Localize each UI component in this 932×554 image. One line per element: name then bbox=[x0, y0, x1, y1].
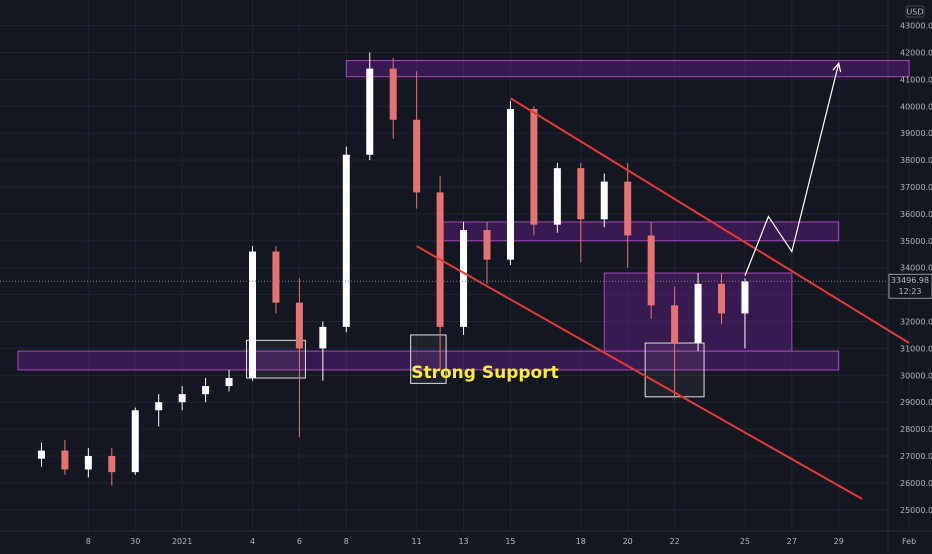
channel-upper-line bbox=[509, 97, 910, 344]
x-tick-label: 27 bbox=[787, 537, 797, 546]
y-tick-label: 40000.00 bbox=[900, 102, 932, 111]
y-tick-label: 28000.00 bbox=[900, 425, 932, 434]
y-tick-label: 42000.00 bbox=[900, 49, 932, 58]
x-tick-label: 15 bbox=[505, 537, 515, 546]
candle-body bbox=[553, 168, 561, 225]
candle-body bbox=[131, 410, 139, 473]
y-tick-label: 30000.00 bbox=[900, 371, 932, 380]
candle-body bbox=[225, 377, 233, 387]
y-tick-label: 31000.00 bbox=[900, 344, 932, 353]
strong-support-annotation: Strong Support bbox=[411, 363, 559, 383]
x-tick-label: 30 bbox=[130, 537, 140, 546]
x-tick-label: 25 bbox=[740, 537, 750, 546]
countdown-label: 12:23 bbox=[898, 287, 921, 296]
candle-body bbox=[389, 68, 397, 120]
y-tick-label: 37000.00 bbox=[900, 183, 932, 192]
x-tick-label: 8 bbox=[86, 537, 91, 546]
candle-body bbox=[155, 402, 163, 411]
candle-body bbox=[530, 108, 538, 225]
candle-body bbox=[600, 181, 608, 220]
candle-body bbox=[272, 251, 280, 303]
y-tick-label: 41000.00 bbox=[900, 75, 932, 84]
currency-box bbox=[905, 5, 925, 18]
candle-body bbox=[178, 394, 186, 403]
y-tick-label: 32000.00 bbox=[900, 318, 932, 327]
x-tick-label: 6 bbox=[297, 537, 302, 546]
candle-body bbox=[671, 305, 679, 344]
zone-rect bbox=[17, 350, 840, 371]
x-tick-label: 22 bbox=[670, 537, 680, 546]
candle-body bbox=[366, 68, 374, 155]
candle-body bbox=[37, 450, 45, 459]
candle-body bbox=[460, 230, 468, 327]
candle-body bbox=[718, 283, 725, 314]
candle-body bbox=[483, 230, 491, 260]
candle-body bbox=[319, 326, 327, 349]
y-tick-label: 29000.00 bbox=[900, 398, 932, 407]
candle-body bbox=[249, 251, 256, 378]
candle-body bbox=[61, 450, 69, 470]
y-tick-label: 39000.00 bbox=[900, 129, 932, 138]
candle-body bbox=[84, 456, 92, 470]
candle-body bbox=[202, 386, 210, 395]
y-tick-label: 43000.00 bbox=[900, 22, 932, 31]
candle-body bbox=[694, 283, 702, 344]
y-tick-label: 36000.00 bbox=[900, 210, 932, 219]
x-tick-label: 4 bbox=[250, 537, 255, 546]
channel-lower-line bbox=[416, 245, 863, 500]
x-tick-label: 13 bbox=[458, 537, 468, 546]
x-tick-label: 2021 bbox=[172, 537, 192, 546]
x-tick-label: 20 bbox=[623, 537, 633, 546]
candle-body bbox=[741, 281, 749, 314]
candle-body bbox=[108, 456, 116, 473]
x-tick-label: 29 bbox=[834, 537, 844, 546]
y-tick-label: 26000.00 bbox=[900, 479, 932, 488]
x-tick-label: 8 bbox=[344, 537, 349, 546]
y-tick-label: 35000.00 bbox=[900, 237, 932, 246]
candle-body bbox=[624, 181, 632, 236]
y-tick-label: 34000.00 bbox=[900, 264, 932, 273]
x-tick-label: 11 bbox=[412, 537, 422, 546]
y-tick-label: 27000.00 bbox=[900, 452, 932, 461]
y-tick-label: 25000.00 bbox=[900, 506, 932, 515]
x-tick-label: 18 bbox=[576, 537, 586, 546]
support-box bbox=[246, 339, 306, 379]
currency-label: USD bbox=[906, 8, 923, 17]
candle-body bbox=[506, 108, 514, 260]
projection-path bbox=[744, 63, 840, 276]
projection-arrow-head bbox=[832, 61, 842, 73]
x-tick-label: Feb bbox=[902, 537, 916, 546]
candle-body bbox=[577, 168, 585, 220]
price-badge bbox=[888, 273, 932, 299]
zone-rect bbox=[345, 60, 910, 78]
candle-body bbox=[342, 154, 350, 327]
candle-body bbox=[647, 235, 655, 306]
candle-body bbox=[295, 302, 303, 349]
y-tick-label: 38000.00 bbox=[900, 156, 932, 165]
candle-body bbox=[413, 119, 421, 193]
current-price-label: 33496.98 bbox=[891, 276, 929, 285]
